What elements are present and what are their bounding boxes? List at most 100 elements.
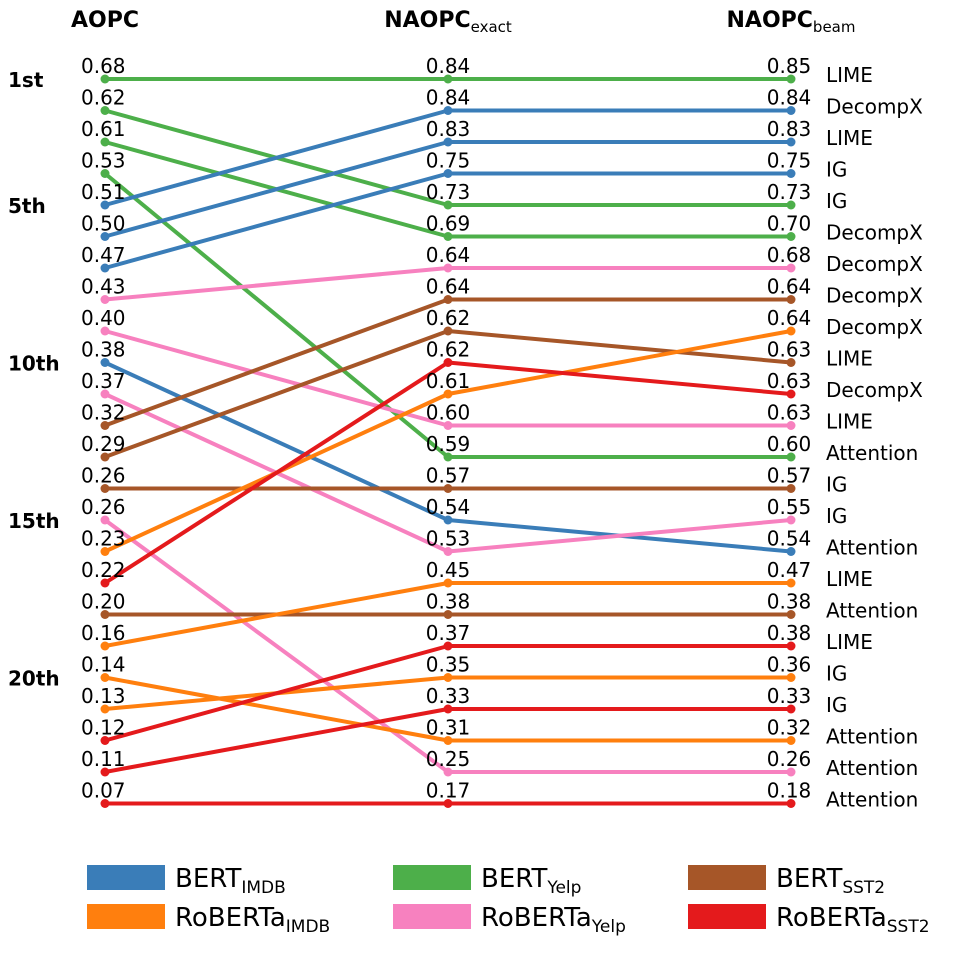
method-label: DecompX <box>826 221 923 245</box>
value-label: 0.53 <box>81 149 126 173</box>
value-label: 0.83 <box>426 117 471 141</box>
data-point <box>100 232 110 241</box>
value-label: 0.43 <box>81 275 126 299</box>
data-point <box>786 673 796 682</box>
data-point <box>443 358 453 367</box>
method-labels: LIME DecompX LIME IG IG DecompX DecompX DecompX… <box>826 63 923 812</box>
data-point <box>786 389 796 399</box>
data-point <box>443 673 453 682</box>
data-point <box>443 74 453 84</box>
value-label: 0.47 <box>767 558 812 582</box>
value-label: 0.55 <box>767 495 812 519</box>
legend-label: RoBERTaIMDB <box>175 903 330 937</box>
data-point <box>100 610 110 619</box>
method-label: IG <box>826 693 847 717</box>
method-label: LIME <box>826 347 873 371</box>
legend-swatch <box>393 904 471 929</box>
value-label: 0.70 <box>767 212 812 236</box>
value-label: 0.47 <box>81 243 126 267</box>
data-point <box>100 295 110 304</box>
data-point <box>443 106 453 115</box>
method-label: IG <box>826 158 847 182</box>
value-label: 0.60 <box>426 401 471 425</box>
data-point <box>786 641 796 651</box>
legend: BERTIMDB BERTYelp BERTSST2 RoBERTaIMDB RoBER… <box>87 864 930 937</box>
column-headers: AOPC NAOPCexact NAOPCbeam <box>71 8 855 36</box>
data-point <box>100 641 110 651</box>
legend-item: BERTIMDB <box>87 864 286 898</box>
value-label: 0.83 <box>767 117 812 141</box>
column-header: NAOPCbeam <box>727 8 856 36</box>
value-label: 0.29 <box>81 432 126 456</box>
legend-swatch <box>87 865 165 890</box>
value-label: 0.62 <box>81 86 126 110</box>
value-label: 0.75 <box>426 149 471 173</box>
rank-label: 20th <box>8 667 60 691</box>
value-label: 0.61 <box>426 369 471 393</box>
data-point <box>786 106 796 115</box>
value-label: 0.54 <box>426 495 471 519</box>
method-label: DecompX <box>826 378 923 402</box>
data-point <box>786 610 796 619</box>
data-point <box>786 767 796 777</box>
value-label: 0.45 <box>426 558 471 582</box>
method-label: LIME <box>826 567 873 591</box>
method-label: DecompX <box>826 284 923 308</box>
legend-item: RoBERTaYelp <box>393 903 626 937</box>
data-point <box>443 137 453 147</box>
value-label: 0.84 <box>767 86 812 110</box>
legend-item: RoBERTaIMDB <box>87 903 330 937</box>
value-label: 0.57 <box>767 464 812 488</box>
method-label: Attention <box>826 599 918 623</box>
data-point <box>443 421 453 430</box>
data-point <box>100 452 110 462</box>
value-label: 0.73 <box>426 180 471 204</box>
data-point <box>100 736 110 745</box>
value-label: 0.26 <box>81 495 126 519</box>
value-labels: 0.68 0.62 0.61 0.53 0.51 0.50 0.47 0.43 0.40 0.38… <box>81 54 811 803</box>
value-label: 0.84 <box>426 86 471 110</box>
data-point <box>786 200 796 210</box>
value-label: 0.35 <box>426 653 471 677</box>
data-point <box>443 767 453 777</box>
data-point <box>443 547 453 556</box>
value-label: 0.25 <box>426 747 471 771</box>
method-label: Attention <box>826 788 918 812</box>
value-label: 0.53 <box>426 527 471 551</box>
data-point <box>443 641 453 651</box>
data-point <box>786 736 796 745</box>
data-point <box>100 169 110 178</box>
value-label: 0.59 <box>426 432 471 456</box>
value-label: 0.50 <box>81 212 126 236</box>
method-label: Attention <box>826 756 918 780</box>
rank-label: 1st <box>8 68 44 92</box>
value-label: 0.13 <box>81 684 126 708</box>
rank-label: 15th <box>8 509 60 533</box>
rank-labels: 1st 5th 10th 15th 20th <box>8 68 60 691</box>
data-point <box>443 484 453 493</box>
legend-item: BERTYelp <box>393 864 581 898</box>
value-label: 0.63 <box>767 338 812 362</box>
method-label: DecompX <box>826 95 923 119</box>
method-label: DecompX <box>826 252 923 276</box>
data-point <box>100 263 110 273</box>
value-label: 0.26 <box>81 464 126 488</box>
value-label: 0.26 <box>767 747 812 771</box>
method-label: DecompX <box>826 315 923 339</box>
value-label: 0.69 <box>426 212 471 236</box>
data-point <box>786 515 796 525</box>
legend-label: BERTYelp <box>481 864 581 898</box>
value-label: 0.85 <box>767 54 812 78</box>
value-label: 0.23 <box>81 527 126 551</box>
value-label: 0.40 <box>81 306 126 330</box>
method-label: Attention <box>826 725 918 749</box>
rank-label: 5th <box>8 194 46 218</box>
value-label: 0.57 <box>426 464 471 488</box>
data-point <box>443 389 453 399</box>
value-label: 0.38 <box>767 621 812 645</box>
value-label: 0.33 <box>767 684 812 708</box>
value-label: 0.64 <box>426 243 471 267</box>
value-label: 0.51 <box>81 180 126 204</box>
value-label: 0.64 <box>426 275 471 299</box>
value-label: 0.32 <box>81 401 126 425</box>
